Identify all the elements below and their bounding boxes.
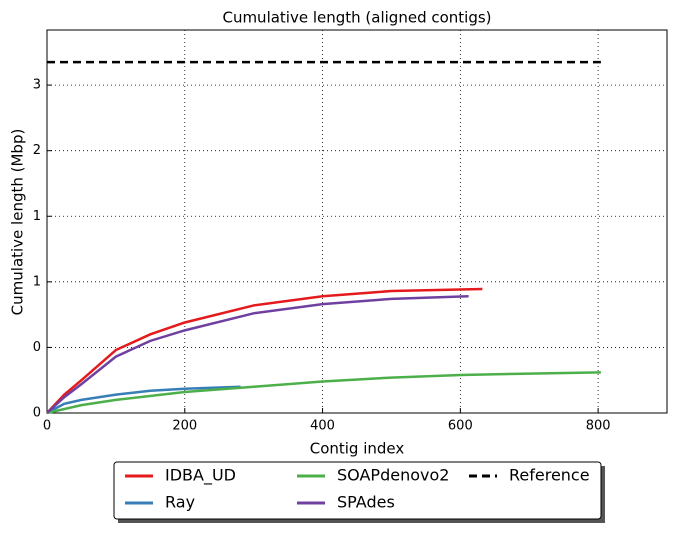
series-line (46, 385, 241, 415)
legend-label: SOAPdenovo2 (337, 466, 449, 485)
x-tick-label: 400 (310, 419, 335, 434)
y-tick-label: 1 (33, 274, 41, 289)
x-axis-label: Contig index (310, 440, 405, 458)
legend-label: IDBA_UD (165, 466, 236, 486)
legend-label: Ray (165, 493, 195, 512)
x-tick-label: 800 (586, 419, 611, 434)
y-tick-label: 0 (33, 340, 41, 355)
y-axis-label: Cumulative length (Mbp) (9, 129, 27, 316)
y-tick-label: 0 (33, 406, 41, 421)
y-tick-label: 3 (33, 78, 41, 93)
x-tick-label: 0 (43, 419, 51, 434)
series-line (46, 287, 483, 414)
x-tick-label: 600 (448, 419, 473, 434)
legend-label: SPAdes (337, 493, 395, 512)
y-tick-label: 2 (33, 143, 41, 158)
plot-frame (46, 29, 668, 414)
legend-box (113, 461, 602, 520)
legend-label: Reference (509, 466, 590, 485)
chart-title: Cumulative length (aligned contigs) (222, 9, 491, 27)
y-tick-label: 1 (33, 209, 41, 224)
series-line (46, 371, 601, 415)
x-tick-label: 200 (172, 419, 197, 434)
series-line (46, 295, 469, 414)
